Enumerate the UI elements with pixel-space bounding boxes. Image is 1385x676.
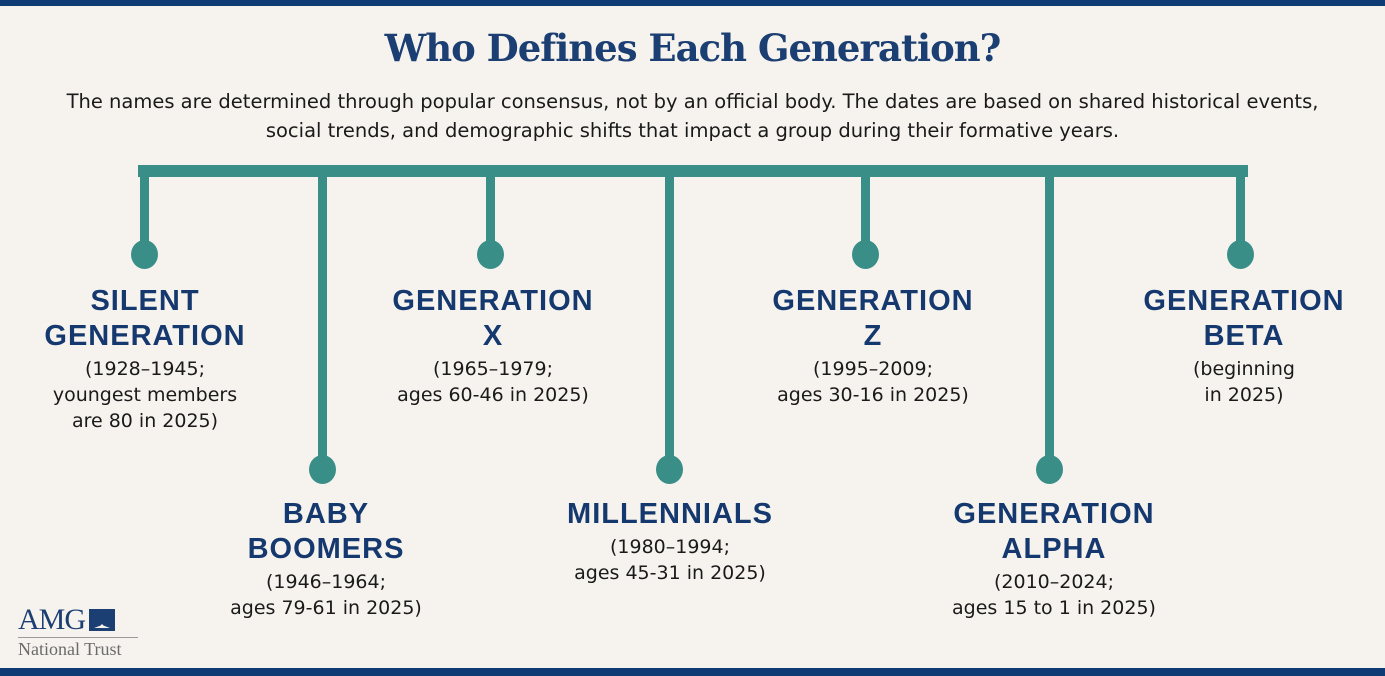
generation-dates: (beginning in 2025) [1193,358,1295,406]
dot-alpha [1036,455,1063,484]
generation-dates: (1980–1994; ages 45-31 in 2025) [574,536,766,584]
generation-z: GENERATION Z (1995–2009; ages 30-16 in 2… [740,284,1006,408]
logo-divider [18,637,138,638]
generation-millennials: MILLENNIALS (1980–1994; ages 45-31 in 20… [537,497,803,586]
stem-beta [1236,170,1245,245]
generation-name: MILLENNIALS [567,498,773,530]
page-title: Who Defines Each Generation? [384,26,1002,70]
stem-alpha [1045,170,1054,460]
generation-name: GENERATION ALPHA [953,498,1155,565]
generation-silent: SILENT GENERATION (1928–1945; youngest m… [20,284,270,434]
generation-name: GENERATION Z [772,285,974,352]
logo-wordmark: AMG [18,603,86,636]
generation-name: SILENT GENERATION [44,285,246,352]
dot-boomers [309,455,336,484]
stem-genx [486,170,495,245]
subtitle: The names are determined through popular… [66,90,1319,142]
timeline-horizontal-bar [138,165,1248,177]
generation-name: GENERATION X [392,285,594,352]
generation-name: GENERATION BETA [1143,285,1345,352]
generation-boomers: BABY BOOMERS (1946–1964; ages 79-61 in 2… [193,497,459,621]
dot-beta [1227,240,1254,269]
generation-dates: (1946–1964; ages 79-61 in 2025) [230,571,422,619]
generation-beta: GENERATION BETA (beginning in 2025) [1111,284,1377,408]
generation-dates: (1965–1979; ages 60-46 in 2025) [397,358,589,406]
generation-name: BABY BOOMERS [247,498,405,565]
logo-mark-icon [89,609,116,631]
top-border [0,0,1385,6]
generation-alpha: GENERATION ALPHA (2010–2024; ages 15 to … [921,497,1187,621]
stem-millennials [665,170,674,460]
dot-silent [131,240,158,269]
dot-millennials [656,455,683,484]
amg-logo: AMG National Trust [18,603,138,660]
logo-subtitle: National Trust [18,639,122,659]
generation-dates: (2010–2024; ages 15 to 1 in 2025) [952,571,1156,619]
generation-dates: (1928–1945; youngest members are 80 in 2… [52,358,238,432]
generation-dates: (1995–2009; ages 30-16 in 2025) [777,358,969,406]
dot-genz [852,240,879,269]
stem-silent [140,170,149,245]
stem-boomers [318,170,327,460]
dot-genx [477,240,504,269]
bottom-border [0,668,1385,676]
stem-genz [861,170,870,245]
generation-x: GENERATION X (1965–1979; ages 60-46 in 2… [360,284,626,408]
